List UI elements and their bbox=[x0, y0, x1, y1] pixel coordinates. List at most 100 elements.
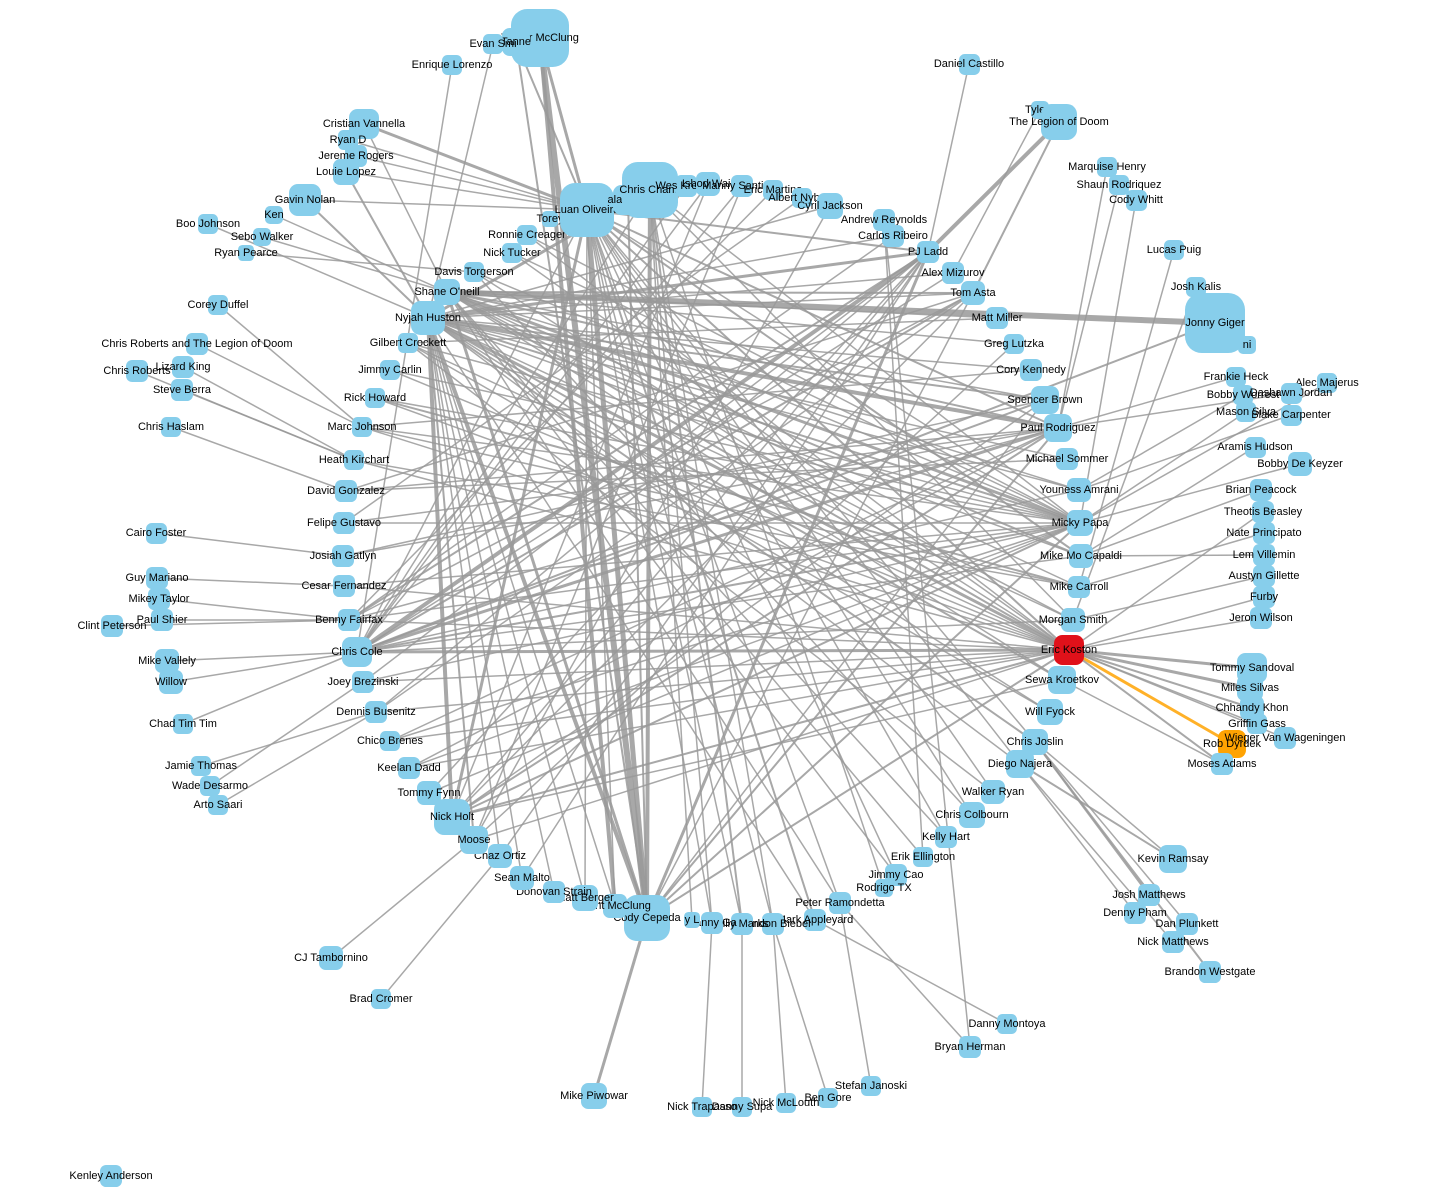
graph-node-pj-ladd[interactable]: PJ Ladd bbox=[908, 241, 948, 263]
graph-node-danny-montoya[interactable]: Danny Montoya bbox=[968, 1014, 1046, 1034]
graph-node-arto-saari[interactable]: Arto Saari bbox=[194, 795, 242, 815]
graph-node-cesar-fernandez[interactable]: Cesar Fernandez bbox=[302, 575, 387, 597]
graph-node-nick-mclouth[interactable]: Nick McLouth bbox=[753, 1093, 819, 1113]
graph-node-cody-whitt[interactable]: Cody Whitt bbox=[1109, 189, 1163, 211]
graph-node-tommy-fynn[interactable]: Tommy Fynn bbox=[398, 781, 460, 805]
graph-node-davis-torgerson[interactable]: Davis Torgerson bbox=[434, 262, 514, 282]
graph-node-guy-mariano[interactable]: Guy Mariano bbox=[126, 567, 188, 589]
graph-node-mason-silva[interactable]: Mason Silva bbox=[1216, 402, 1276, 422]
graph-node-ken[interactable]: Ken bbox=[264, 206, 284, 224]
graph-node-lem-villemin[interactable]: Lem Villemin bbox=[1233, 544, 1295, 566]
graph-node-matt-berger[interactable]: Matt Berger bbox=[556, 885, 614, 911]
graph-node-youness-amrani[interactable]: Youness Amrani bbox=[1039, 478, 1119, 502]
graph-node-spencer-brown[interactable]: Spencer Brown bbox=[1007, 386, 1083, 414]
graph-node-ishod-wair[interactable]: Ishod Wair bbox=[682, 172, 734, 196]
graph-node-nate-principato[interactable]: Nate Principato bbox=[1226, 522, 1302, 544]
graph-node-sean-malto[interactable]: Sean Malto bbox=[494, 866, 550, 890]
graph-node-torey[interactable]: Torey bbox=[537, 211, 563, 227]
graph-node-micky-papa[interactable]: Micky Papa bbox=[1052, 510, 1108, 536]
graph-node-jamie-thomas[interactable]: Jamie Thomas bbox=[165, 756, 237, 776]
graph-node-denny-pham[interactable]: Denny Pham bbox=[1103, 902, 1167, 924]
graph-node-cory-kennedy[interactable]: Cory Kennedy bbox=[996, 359, 1066, 381]
graph-node-keelan-dadd[interactable]: Keelan Dadd bbox=[377, 757, 441, 779]
graph-node-danny-ga[interactable]: Danny Ga bbox=[687, 912, 737, 934]
graph-node-brandon-biebel[interactable]: Brandon Biebel bbox=[735, 913, 811, 935]
graph-node-ryan-pearce[interactable]: Ryan Pearce bbox=[214, 245, 278, 261]
graph-node-joey-brezinski[interactable]: Joey Brezinski bbox=[328, 671, 398, 693]
graph-node-dennis-busenitz[interactable]: Dennis Busenitz bbox=[336, 701, 416, 723]
graph-node-tanne[interactable]: Tanne bbox=[501, 28, 531, 56]
graph-node-brandon-westgate[interactable]: Brandon Westgate bbox=[1165, 961, 1255, 983]
graph-node-cyril-jackson[interactable]: Cyril Jackson bbox=[797, 193, 863, 219]
graph-node-mike-mo-capaldi[interactable]: Mike Mo Capaldi bbox=[1040, 544, 1122, 568]
graph-node-rick-howard[interactable]: Rick Howard bbox=[344, 388, 406, 408]
graph-node-paul-shier[interactable]: Paul Shier bbox=[137, 609, 187, 631]
graph-node-mike-piwowar[interactable]: Mike Piwowar bbox=[560, 1083, 628, 1109]
graph-node-billy-marks[interactable]: Billy Marks bbox=[715, 913, 769, 935]
graph-node-ronnie-creager[interactable]: Ronnie Creager bbox=[488, 225, 566, 245]
graph-node-cairo-foster[interactable]: Cairo Foster bbox=[126, 522, 186, 544]
graph-node-alex-mizurov[interactable]: Alex Mizurov bbox=[922, 262, 984, 284]
graph-node-morgan-smith[interactable]: Morgan Smith bbox=[1039, 608, 1107, 632]
graph-node-jonny-giger[interactable]: Jonny Giger bbox=[1185, 293, 1245, 353]
graph-node-bryan-herman[interactable]: Bryan Herman bbox=[935, 1036, 1005, 1058]
graph-node-jimmy-carlin[interactable]: Jimmy Carlin bbox=[358, 360, 422, 380]
graph-node-evan-smith[interactable]: Evan Smi bbox=[469, 34, 517, 54]
graph-node-legion-of-doom[interactable]: The Legion of Doom bbox=[1009, 104, 1109, 140]
graph-node-frankie-heck[interactable]: Frankie Heck bbox=[1204, 367, 1268, 387]
graph-node-donovan-strain[interactable]: Donovan Strain bbox=[516, 881, 592, 903]
graph-node-daniel-castillo[interactable]: Daniel Castillo bbox=[934, 53, 1004, 75]
graph-node-sebo-walker[interactable]: Sebo Walker bbox=[231, 228, 293, 246]
graph-node-kevin-ramsay[interactable]: Kevin Ramsay bbox=[1138, 845, 1208, 873]
graph-node-josiah-gatlyn[interactable]: Josiah Gatlyn bbox=[310, 545, 376, 567]
graph-node-steve-berra[interactable]: Steve Berra bbox=[153, 379, 211, 401]
graph-node-eric-martina[interactable]: Eric Martina bbox=[744, 180, 802, 200]
graph-node-louie-lopez[interactable]: Louie Lopez bbox=[316, 159, 376, 185]
graph-node-marc-johnson[interactable]: Marc Johnson bbox=[327, 417, 397, 437]
graph-node-chris-cole[interactable]: Chris Cole bbox=[331, 637, 383, 667]
graph-node-chad-tim-tim[interactable]: Chad Tim Tim bbox=[149, 714, 217, 734]
graph-node-cody-cepeda[interactable]: Cody Cepeda bbox=[613, 895, 681, 941]
graph-node-mark-appleyard[interactable]: Mark Appleyard bbox=[777, 909, 853, 931]
graph-node-dashawn-jordan[interactable]: Dashawn Jordan bbox=[1250, 382, 1332, 404]
graph-node-paul-rodriguez[interactable]: Paul Rodriguez bbox=[1020, 414, 1096, 442]
graph-node-benny-fairfax[interactable]: Benny Fairfax bbox=[315, 609, 383, 631]
graph-node-diego-najera[interactable]: Diego Najera bbox=[988, 750, 1052, 778]
graph-node-lucas-puig[interactable]: Lucas Puig bbox=[1147, 240, 1201, 260]
graph-node-eric-koston[interactable]: Eric Koston bbox=[1041, 635, 1097, 665]
graph-node-will-fyock[interactable]: Will Fyock bbox=[1025, 699, 1075, 725]
graph-node-kelly-hart[interactable]: Kelly Hart bbox=[922, 826, 970, 848]
graph-node-tom-asta[interactable]: Tom Asta bbox=[950, 281, 996, 305]
graph-node-jeron-wilson[interactable]: Jeron Wilson bbox=[1229, 607, 1293, 629]
graph-node-nick-matthews[interactable]: Nick Matthews bbox=[1137, 931, 1209, 953]
graph-node-danny-supa[interactable]: Danny Supa bbox=[712, 1097, 772, 1117]
graph-node-bobby-de-keyzer[interactable]: Bobby De Keyzer bbox=[1257, 452, 1343, 476]
graph-node-y-l[interactable]: y L bbox=[684, 912, 700, 928]
graph-node-mike-carroll[interactable]: Mike Carroll bbox=[1050, 576, 1108, 598]
graph-node-chris-colbourn[interactable]: Chris Colbourn bbox=[935, 802, 1009, 828]
graph-node-luan-oliveira[interactable]: Luan Oliveira bbox=[555, 183, 619, 237]
graph-node-austyn-gillette[interactable]: Austyn Gillette bbox=[1229, 565, 1299, 587]
graph-node-aramis-hudson[interactable]: Aramis Hudson bbox=[1217, 436, 1293, 458]
graph-node-heath-kirchart[interactable]: Heath Kirchart bbox=[319, 450, 389, 470]
graph-node-moses-adams[interactable]: Moses Adams bbox=[1187, 753, 1257, 775]
graph-node-sewa-kroetkov[interactable]: Sewa Kroetkov bbox=[1025, 666, 1099, 694]
graph-node-nick-holt[interactable]: Nick Holt bbox=[430, 799, 474, 835]
graph-node-nick-tucker[interactable]: Nick Tucker bbox=[483, 243, 541, 263]
graph-node-greg-lutzka[interactable]: Greg Lutzka bbox=[984, 334, 1044, 354]
graph-node-nick-trapasso[interactable]: Nick Trapasso bbox=[667, 1097, 737, 1117]
graph-node-matt-miller[interactable]: Matt Miller bbox=[972, 307, 1022, 329]
graph-node-rodrigo-tx[interactable]: Rodrigo TX bbox=[856, 879, 912, 897]
graph-node-chris-chann[interactable]: Chris Chann bbox=[619, 162, 681, 218]
graph-node-brian-peacock[interactable]: Brian Peacock bbox=[1226, 479, 1296, 501]
graph-node-willow[interactable]: Willow bbox=[155, 670, 187, 694]
graph-node-stefan-janoski[interactable]: Stefan Janoski bbox=[835, 1076, 907, 1096]
graph-node-alec-majerus[interactable]: Alec Majerus bbox=[1295, 373, 1359, 393]
graph-node-walker-ryan[interactable]: Walker Ryan bbox=[962, 780, 1024, 804]
graph-node-boo-johnson[interactable]: Boo Johnson bbox=[176, 214, 240, 234]
graph-node-lizard-king[interactable]: Lizard King bbox=[155, 356, 211, 378]
graph-node-wes-kremer[interactable]: Wes Kremer bbox=[656, 175, 716, 197]
graph-node-chico-brenes[interactable]: Chico Brenes bbox=[357, 731, 423, 751]
graph-node-manny-santiago[interactable]: Manny Santiago bbox=[702, 175, 782, 197]
graph-node-corey-duffel[interactable]: Corey Duffel bbox=[188, 295, 248, 315]
